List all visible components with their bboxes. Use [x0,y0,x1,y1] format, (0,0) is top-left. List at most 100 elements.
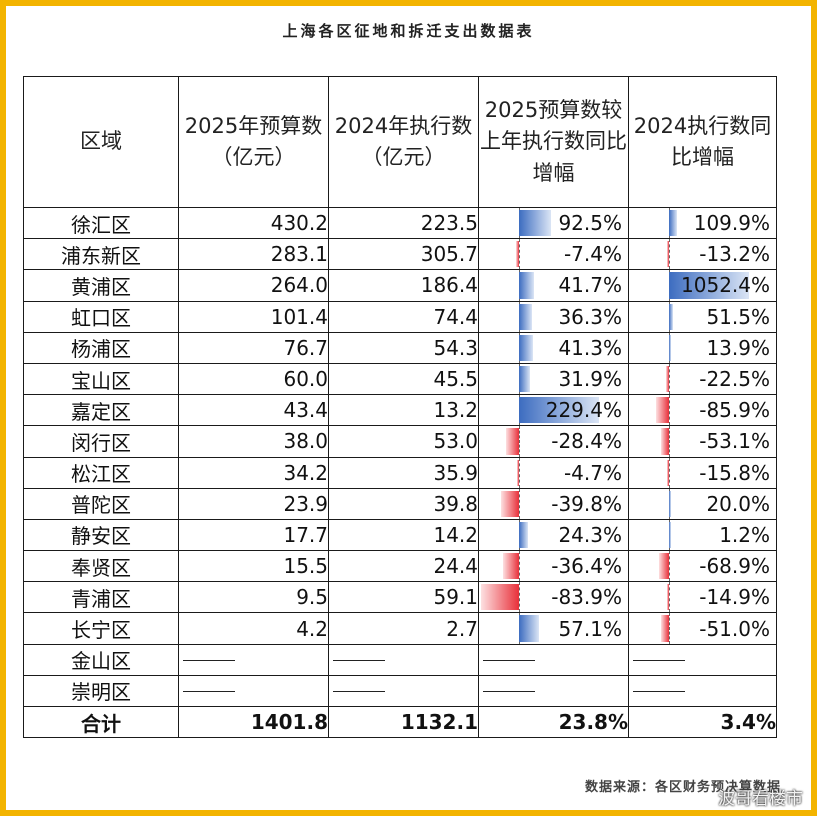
table-row-blank: 崇明区 [23,674,777,708]
budget-2025-cell: 23.9 [178,487,329,520]
header-budget-2025: 2025年预算数（亿元） [178,76,329,208]
growth-2025-cell-bar [519,303,532,330]
empty-cell [628,643,777,676]
dash-placeholder [483,659,535,661]
growth-2025-cell: 229.4% [478,394,629,427]
growth-2024-cell-value: 109.9% [693,211,770,236]
growth-2024-cell: -14.9% [628,581,777,614]
growth-2024-cell-axis [669,551,670,581]
growth-2024-cell-axis [669,395,670,425]
growth-2025-cell-bar [519,615,539,642]
table-row: 宝山区 60.0 45.5 31.9% -22.5% [23,362,777,396]
total-row: 合计 1401.8 1132.1 23.8% 3.4% [23,705,777,739]
growth-2024-cell-axis [669,582,670,612]
growth-2024-cell-bar [669,521,671,549]
growth-2025-cell-value: 92.5% [558,211,622,236]
header-growth-2024: 2024执行数同比增幅 [628,76,777,208]
growth-2024-cell-axis [669,364,670,394]
growth-2025-cell: 31.9% [478,362,629,396]
region-cell: 闵行区 [23,425,179,458]
growth-2025-cell: -39.8% [478,487,629,520]
header-growth-2025: 2025预算数较上年执行数同比增幅 [478,76,629,208]
growth-2024-cell-bar [669,303,673,330]
growth-2024-cell-bar [661,428,669,455]
budget-2025-cell: 38.0 [178,425,329,458]
empty-cell [328,674,479,708]
growth-2025-cell: 41.3% [478,331,629,364]
growth-2025-cell-axis [519,489,520,519]
total-actual-2024: 1132.1 [328,705,479,739]
growth-2025-cell-bar [502,553,519,580]
actual-2024-cell: 35.9 [328,456,479,489]
growth-2025-cell-axis [519,426,520,456]
growth-2025-cell-bar [519,272,534,299]
dash-placeholder [183,659,235,661]
growth-2024-cell-value: -14.9% [699,585,770,610]
growth-2025-cell-value: 229.4% [545,398,622,423]
table-row-blank: 金山区 [23,643,777,676]
budget-2025-cell: 4.2 [178,612,329,645]
growth-2024-cell-value: -15.8% [699,460,770,485]
growth-2025-cell-value: -28.4% [551,429,622,454]
growth-2025-cell-value: 36.3% [558,304,622,329]
empty-cell [178,643,329,676]
growth-2025-cell: 92.5% [478,206,629,240]
growth-2024-cell: -22.5% [628,362,777,396]
dash-placeholder [183,690,235,692]
budget-2025-cell: 60.0 [178,362,329,396]
data-table: 区域 2025年预算数（亿元） 2024年执行数（亿元） 2025预算数较上年执… [23,76,777,739]
growth-2025-cell-value: 41.3% [558,335,622,360]
region-cell: 嘉定区 [23,394,179,427]
table-row: 黄浦区 264.0 186.4 41.7% 1052.4% [23,269,777,302]
growth-2025-cell-value: 57.1% [558,616,622,641]
growth-2024-cell: -51.0% [628,612,777,645]
growth-2025-cell-value: -83.9% [551,585,622,610]
actual-2024-cell: 24.4 [328,550,479,583]
growth-2025-cell-bar [506,428,519,455]
growth-2025-cell: -7.4% [478,238,629,271]
growth-2024-cell-bar [656,397,669,424]
actual-2024-cell: 74.4 [328,300,479,333]
table-row: 杨浦区 76.7 54.3 41.3% 13.9% [23,331,777,364]
growth-2024-cell-value: 20.0% [706,491,770,516]
growth-2025-cell-axis [519,551,520,581]
empty-cell [478,643,629,676]
total-budget-2025: 1401.8 [178,705,329,739]
growth-2025-cell: -4.7% [478,456,629,489]
growth-2024-cell: 1.2% [628,518,777,552]
budget-2025-cell: 17.7 [178,518,329,552]
data-source-note: 数据来源：各区财务预决算数据 [584,780,781,795]
actual-2024-cell: 2.7 [328,612,479,645]
empty-cell [478,674,629,708]
table-row: 虹口区 101.4 74.4 36.3% 51.5% [23,300,777,333]
growth-2024-cell-axis [669,458,670,488]
region-cell: 松江区 [23,456,179,489]
image-frame: 上海各区征地和拆迁支出数据表 区域 2025年预算数（亿元） 2024年执行数（… [6,6,811,810]
growth-2025-cell-axis [519,239,520,269]
budget-2025-cell: 430.2 [178,206,329,240]
growth-2025-cell-bar [516,459,519,486]
growth-2025-cell-value: -36.4% [551,554,622,579]
total-label: 合计 [23,705,179,739]
actual-2024-cell: 45.5 [328,362,479,396]
table-row: 长宁区 4.2 2.7 57.1% -51.0% [23,612,777,645]
growth-2024-cell: 1052.4% [628,269,777,302]
region-cell: 虹口区 [23,300,179,333]
dash-placeholder [633,659,685,661]
empty-cell [628,674,777,708]
growth-2024-cell: -85.9% [628,394,777,427]
growth-2025-cell-bar [501,490,519,517]
header-actual-2024: 2024年执行数（亿元） [328,76,479,208]
actual-2024-cell: 14.2 [328,518,479,552]
table-row: 普陀区 23.9 39.8 -39.8% 20.0% [23,487,777,520]
growth-2025-cell-bar [481,584,519,611]
growth-2024-cell-value: 13.9% [706,335,770,360]
actual-2024-cell: 39.8 [328,487,479,520]
growth-2025-cell: 57.1% [478,612,629,645]
growth-2024-cell-value: -22.5% [699,367,770,392]
region-cell: 徐汇区 [23,206,179,240]
growth-2025-cell-bar [515,241,519,268]
table-row: 松江区 34.2 35.9 -4.7% -15.8% [23,456,777,489]
table-title: 上海各区征地和拆迁支出数据表 [282,22,535,40]
budget-2025-cell: 76.7 [178,331,329,364]
